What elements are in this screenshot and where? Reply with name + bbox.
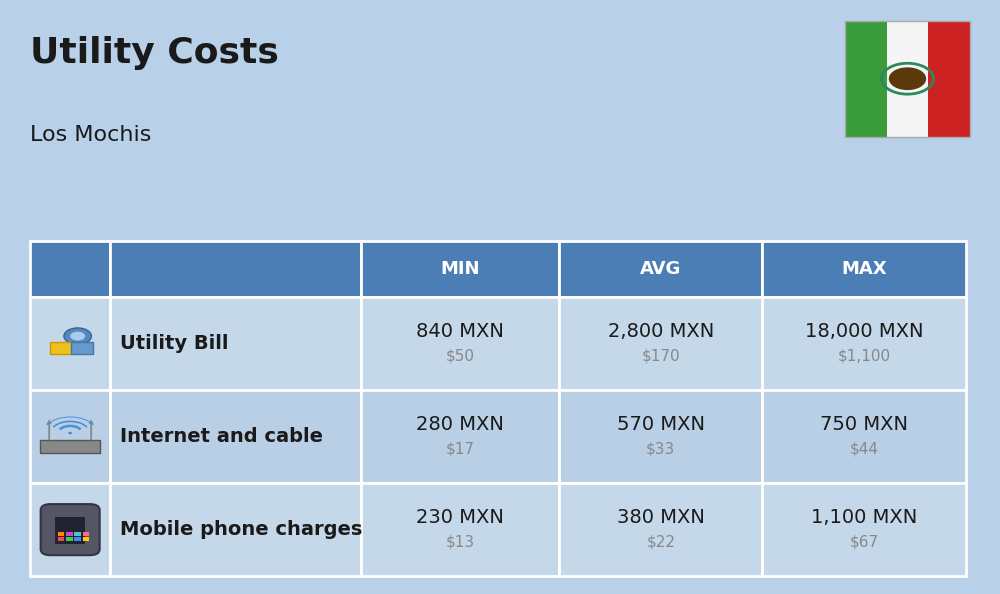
Bar <box>74 532 81 536</box>
Circle shape <box>890 68 926 89</box>
Circle shape <box>68 432 72 434</box>
Bar <box>30 390 110 483</box>
Text: 230 MXN: 230 MXN <box>416 508 504 527</box>
Bar <box>110 483 361 576</box>
Text: Utility Costs: Utility Costs <box>30 36 279 69</box>
Bar <box>110 241 361 297</box>
Text: 280 MXN: 280 MXN <box>416 415 504 434</box>
Bar <box>559 483 762 576</box>
Text: $17: $17 <box>445 441 474 456</box>
Text: $50: $50 <box>445 348 474 363</box>
Text: MAX: MAX <box>841 260 887 278</box>
FancyBboxPatch shape <box>41 504 100 555</box>
Text: $1,100: $1,100 <box>837 348 891 363</box>
Text: Los Mochis: Los Mochis <box>30 125 151 145</box>
Bar <box>887 21 928 137</box>
Bar <box>83 538 89 541</box>
Text: 2,800 MXN: 2,800 MXN <box>608 322 714 341</box>
Bar <box>762 297 966 390</box>
Bar <box>762 390 966 483</box>
Bar <box>361 390 559 483</box>
Bar <box>30 241 110 297</box>
Bar <box>845 21 887 137</box>
Bar <box>50 342 71 354</box>
Bar <box>110 390 361 483</box>
Text: $22: $22 <box>646 534 675 549</box>
Bar <box>71 342 93 354</box>
Text: 1,100 MXN: 1,100 MXN <box>811 508 917 527</box>
Circle shape <box>70 331 85 340</box>
Bar <box>361 483 559 576</box>
FancyArrow shape <box>46 419 52 440</box>
Text: 570 MXN: 570 MXN <box>617 415 705 434</box>
Text: $33: $33 <box>646 441 675 456</box>
Bar <box>762 483 966 576</box>
Bar <box>66 538 73 541</box>
Text: AVG: AVG <box>640 260 681 278</box>
Bar <box>559 241 762 297</box>
Circle shape <box>64 328 91 345</box>
Bar <box>55 517 85 544</box>
Text: $67: $67 <box>849 534 879 549</box>
Text: 18,000 MXN: 18,000 MXN <box>805 322 923 341</box>
Text: $13: $13 <box>445 534 475 549</box>
Text: Utility Bill: Utility Bill <box>120 334 229 353</box>
Bar <box>40 440 100 453</box>
Text: MIN: MIN <box>440 260 480 278</box>
Bar <box>74 538 81 541</box>
Bar <box>559 390 762 483</box>
Text: $170: $170 <box>641 348 680 363</box>
Bar <box>30 297 110 390</box>
Bar <box>30 483 110 576</box>
Bar <box>928 21 970 137</box>
Bar <box>762 241 966 297</box>
Bar <box>845 21 970 137</box>
Bar <box>83 532 89 536</box>
Bar <box>361 297 559 390</box>
FancyArrow shape <box>88 419 94 440</box>
Bar <box>110 297 361 390</box>
Text: Internet and cable: Internet and cable <box>120 427 323 446</box>
Text: 750 MXN: 750 MXN <box>820 415 908 434</box>
Text: 840 MXN: 840 MXN <box>416 322 504 341</box>
Bar <box>66 532 73 536</box>
Bar <box>559 297 762 390</box>
Text: $44: $44 <box>849 441 878 456</box>
Bar <box>58 538 64 541</box>
Text: Mobile phone charges: Mobile phone charges <box>120 520 363 539</box>
Text: 380 MXN: 380 MXN <box>617 508 705 527</box>
Bar <box>361 241 559 297</box>
Bar <box>58 532 64 536</box>
